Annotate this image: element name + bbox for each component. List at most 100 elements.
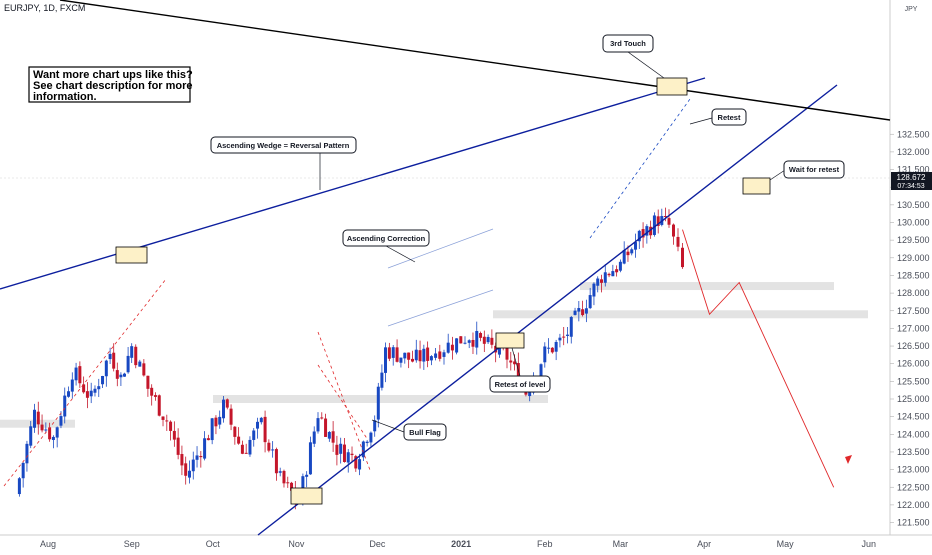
bull-candle — [611, 264, 615, 277]
price-tick-label: 130.500 — [897, 200, 930, 210]
bull-candle — [603, 264, 607, 287]
bull-candle — [93, 385, 97, 397]
bear-candle — [607, 272, 611, 278]
price-tick-label: 125.500 — [897, 376, 930, 386]
promo-line-3: information. — [33, 91, 97, 103]
callout-wedge-text: Ascending Wedge = Reversal Pattern — [217, 141, 350, 150]
price-tick-label: 129.500 — [897, 235, 930, 245]
bear-candle — [244, 443, 248, 454]
bear-candle — [40, 414, 44, 433]
time-tick-label: Feb — [537, 539, 553, 549]
bear-candle — [667, 209, 671, 228]
bull-candle — [358, 453, 362, 476]
price-tick-label: 132.000 — [897, 147, 930, 157]
bull-candle — [399, 357, 403, 368]
highlight-boxes — [115, 77, 771, 505]
time-tick-label: Aug — [40, 539, 56, 549]
bull-candle — [384, 342, 387, 383]
dashed-uptrend-red — [3, 278, 167, 487]
bull-candle — [210, 417, 214, 445]
bull-candle — [543, 342, 547, 368]
bear-candle — [286, 476, 290, 488]
current-price-tag: 128.672 07:34:53 — [891, 172, 932, 190]
callout-retest: Retest — [711, 108, 747, 126]
bear-candle — [600, 274, 603, 293]
bull-candle — [305, 471, 309, 488]
bull-candle — [17, 477, 21, 497]
bull-candle — [101, 375, 105, 389]
bear-candle — [172, 421, 176, 447]
bear-candle — [169, 420, 173, 441]
bull-candle — [67, 386, 71, 398]
callout-retest-of-level: Retest of level — [489, 375, 551, 393]
bull-candle — [660, 208, 664, 227]
bear-candle — [509, 351, 513, 371]
bear-candle — [615, 265, 619, 277]
bear-candle — [115, 362, 119, 387]
bull-candle — [191, 451, 195, 480]
projection-path — [682, 229, 852, 488]
time-tick-label: Oct — [206, 539, 221, 549]
bull-candle — [33, 403, 36, 433]
bear-candle — [490, 329, 494, 349]
touch-box-1 — [115, 246, 148, 264]
price-tick-label: 122.000 — [897, 500, 930, 510]
time-tick-label: Nov — [288, 539, 305, 549]
bear-candle — [240, 440, 244, 455]
promo-box: Want more chart ups like this? See chart… — [28, 66, 193, 103]
bull-candle — [486, 334, 490, 345]
price-tick-label: 131.500 — [897, 165, 930, 175]
bull-candle — [59, 411, 63, 429]
bear-candle — [471, 332, 475, 355]
bear-candle — [438, 344, 442, 362]
price-tick-label: 128.500 — [897, 270, 930, 280]
bull-candle — [316, 412, 320, 434]
bear-candle — [335, 435, 339, 466]
bull-candle — [446, 333, 450, 354]
callout-third-touch: 3rd Touch — [602, 34, 654, 53]
bear-candle — [157, 394, 161, 417]
bull-candle — [248, 436, 252, 457]
bear-candle — [320, 412, 324, 420]
bear-candle — [562, 327, 566, 346]
bull-candle — [70, 372, 74, 399]
currency-label: JPY — [905, 6, 918, 13]
bear-candle — [233, 426, 237, 445]
bull-candle — [187, 460, 191, 484]
bear-candle — [161, 416, 165, 427]
bull-candle — [195, 446, 199, 468]
third-touch-box — [656, 77, 688, 96]
bear-candle — [387, 342, 391, 362]
bull-candle — [429, 355, 433, 366]
bear-candle — [407, 352, 411, 369]
time-tick-label: Jun — [862, 539, 877, 549]
price-tick-label: 132.500 — [897, 129, 930, 139]
bull-candle — [123, 372, 126, 377]
ascending-correction-channel — [387, 228, 494, 327]
price-tick-label: 128.000 — [897, 288, 930, 298]
bull-candle — [346, 449, 350, 473]
bull-candle — [569, 315, 573, 344]
callout-bull-flag: Bull Flag — [403, 423, 447, 441]
price-tick-label: 126.500 — [897, 341, 930, 351]
bear-candle — [153, 392, 157, 401]
current-price-value: 128.672 — [897, 173, 926, 182]
bull-candle — [463, 336, 467, 345]
bear-candle — [229, 404, 233, 431]
bull-candle — [256, 417, 260, 439]
symbol-title: EURJPY, 1D, FXCM — [4, 3, 85, 13]
retest-level-box — [495, 332, 525, 349]
bear-candle — [479, 331, 483, 342]
promo-line-2: See chart description for more — [33, 80, 193, 92]
bear-candle — [354, 454, 358, 472]
callout-bull-flag-text: Bull Flag — [409, 428, 441, 437]
bull-candle — [622, 241, 626, 265]
bull-candle — [645, 224, 649, 244]
bull-candle — [565, 326, 569, 344]
price-axis: 132.500132.000131.500131.000130.500130.0… — [890, 129, 930, 528]
bear-candle — [78, 361, 82, 388]
bull-candle — [618, 259, 622, 273]
bull-candle — [652, 212, 656, 237]
